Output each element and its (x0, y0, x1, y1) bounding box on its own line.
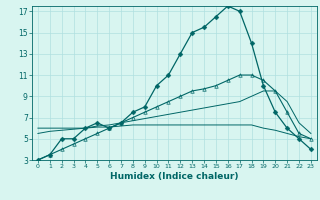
X-axis label: Humidex (Indice chaleur): Humidex (Indice chaleur) (110, 172, 239, 181)
